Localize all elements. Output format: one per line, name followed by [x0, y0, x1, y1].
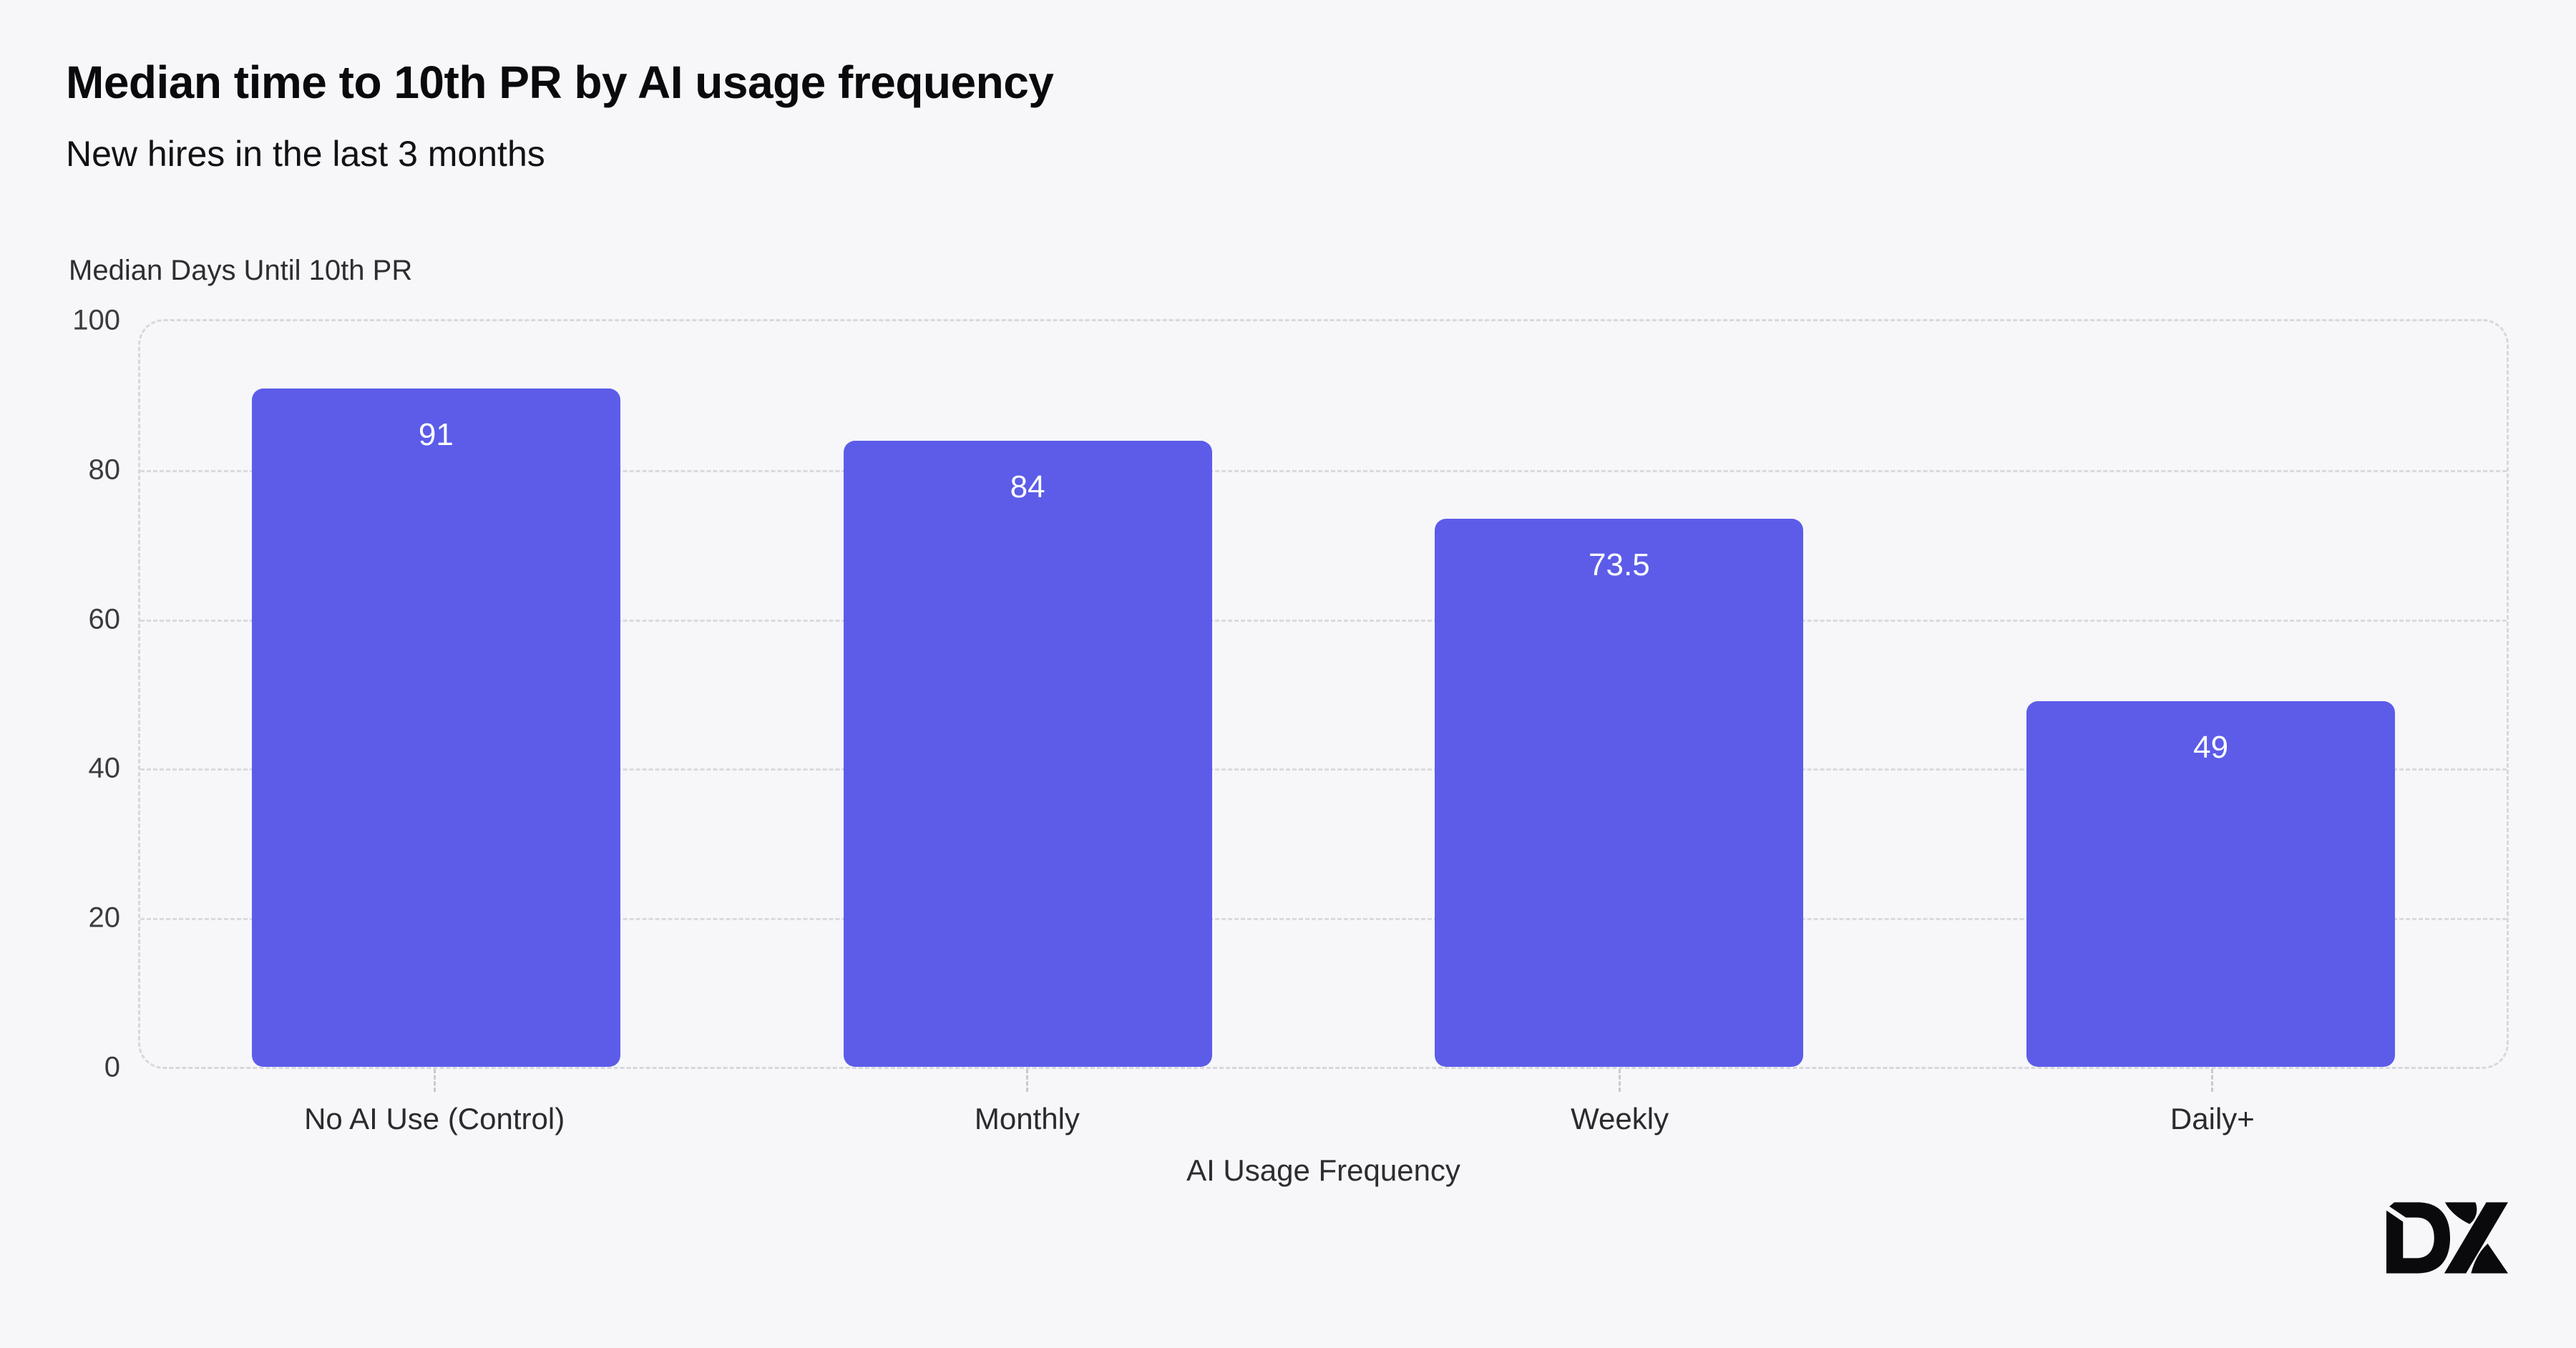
bar-series: 91 84 73.5 49: [140, 321, 2507, 1067]
dx-logo-icon: [2380, 1202, 2508, 1274]
x-label-daily-plus: Daily+: [2170, 1102, 2255, 1135]
bar-slot: 84: [732, 321, 1324, 1067]
x-tick-mark: [2211, 1069, 2214, 1092]
y-tick-40: 40: [88, 752, 121, 784]
y-tick-20: 20: [88, 902, 121, 934]
bar-weekly: 73.5: [1435, 519, 1804, 1067]
x-tick-slot: [1916, 1069, 2509, 1093]
gridline-40: [140, 768, 2507, 771]
bar-slot: 91: [140, 321, 732, 1067]
x-label-weekly: Weekly: [1571, 1102, 1669, 1135]
x-axis-labels: No AI Use (Control) Monthly Weekly Daily…: [138, 1102, 2509, 1136]
chart-subtitle: New hires in the last 3 months: [66, 134, 545, 174]
y-axis-label: Median Days Until 10th PR: [69, 255, 413, 286]
bar-value-label: 49: [2193, 730, 2229, 766]
y-tick-60: 60: [88, 603, 121, 635]
x-tick-slot: [731, 1069, 1323, 1093]
x-tick-mark: [1025, 1069, 1028, 1092]
bar-value-label: 84: [1010, 469, 1045, 504]
x-tick-slot: [1324, 1069, 1916, 1093]
bar-value-label: 73.5: [1589, 547, 1650, 583]
x-label-no-ai-use: No AI Use (Control): [304, 1102, 565, 1135]
bar-monthly: 84: [843, 440, 1212, 1067]
chart-title: Median time to 10th PR by AI usage frequ…: [66, 57, 1054, 108]
dx-logo: [2380, 1202, 2509, 1274]
x-label-monthly: Monthly: [974, 1102, 1080, 1135]
bar-slot: 73.5: [1324, 321, 1916, 1067]
x-tick-slot: [138, 1069, 731, 1093]
bar-no-ai-use: 91: [251, 388, 620, 1067]
y-tick-100: 100: [72, 304, 120, 336]
x-tick-mark: [1619, 1069, 1621, 1092]
x-axis-tick-marks: [138, 1069, 2509, 1093]
gridline-80: [140, 470, 2507, 473]
x-tick-mark: [433, 1069, 436, 1092]
bar-daily-plus: 49: [2026, 701, 2396, 1067]
y-tick-0: 0: [104, 1051, 120, 1083]
bar-slot: 49: [1915, 321, 2507, 1067]
plot-area: 91 84 73.5 49: [138, 319, 2509, 1069]
y-axis-ticks: 100 80 60 40 20 0: [21, 305, 121, 1083]
y-tick-80: 80: [88, 454, 121, 486]
gridline-20: [140, 917, 2507, 920]
x-axis-title: AI Usage Frequency: [1186, 1153, 1460, 1187]
gridline-60: [140, 619, 2507, 622]
bar-value-label: 91: [418, 416, 454, 452]
